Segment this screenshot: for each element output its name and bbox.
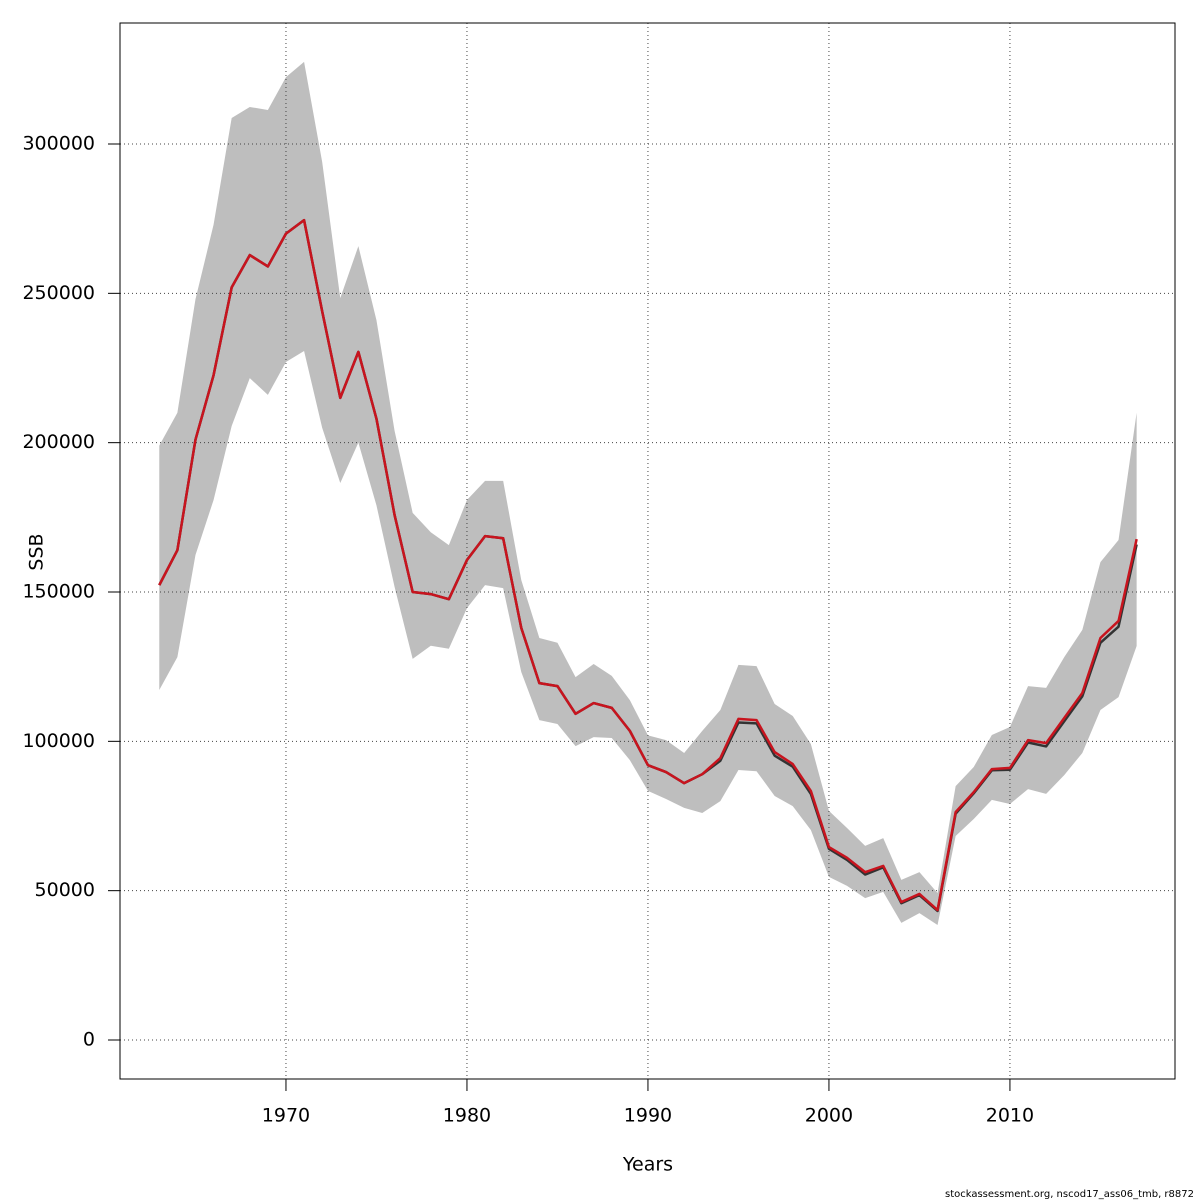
y-tick-label: 300000 <box>22 132 95 154</box>
y-tick-label: 150000 <box>22 580 95 602</box>
y-tick-label: 0 <box>83 1029 95 1051</box>
y-tick-label: 100000 <box>22 730 95 752</box>
x-tick-label: 1980 <box>443 1105 491 1127</box>
plot-frame <box>119 22 1176 1080</box>
y-axis-label: SSB <box>26 533 48 570</box>
x-axis-label: Years <box>622 1154 673 1176</box>
x-tick-label: 1970 <box>262 1105 310 1127</box>
x-tick-label: 1990 <box>624 1105 672 1127</box>
confidence-band <box>159 61 1137 926</box>
y-tick-label: 200000 <box>22 431 95 453</box>
x-tick-label: 2000 <box>805 1105 853 1127</box>
y-tick-label: 250000 <box>22 282 95 304</box>
footnote: stockassessment.org, nscod17_ass06_tmb, … <box>945 1189 1194 1200</box>
y-tick-label: 50000 <box>35 879 95 901</box>
series-line <box>158 218 1138 912</box>
x-tick-label: 2010 <box>986 1105 1034 1127</box>
